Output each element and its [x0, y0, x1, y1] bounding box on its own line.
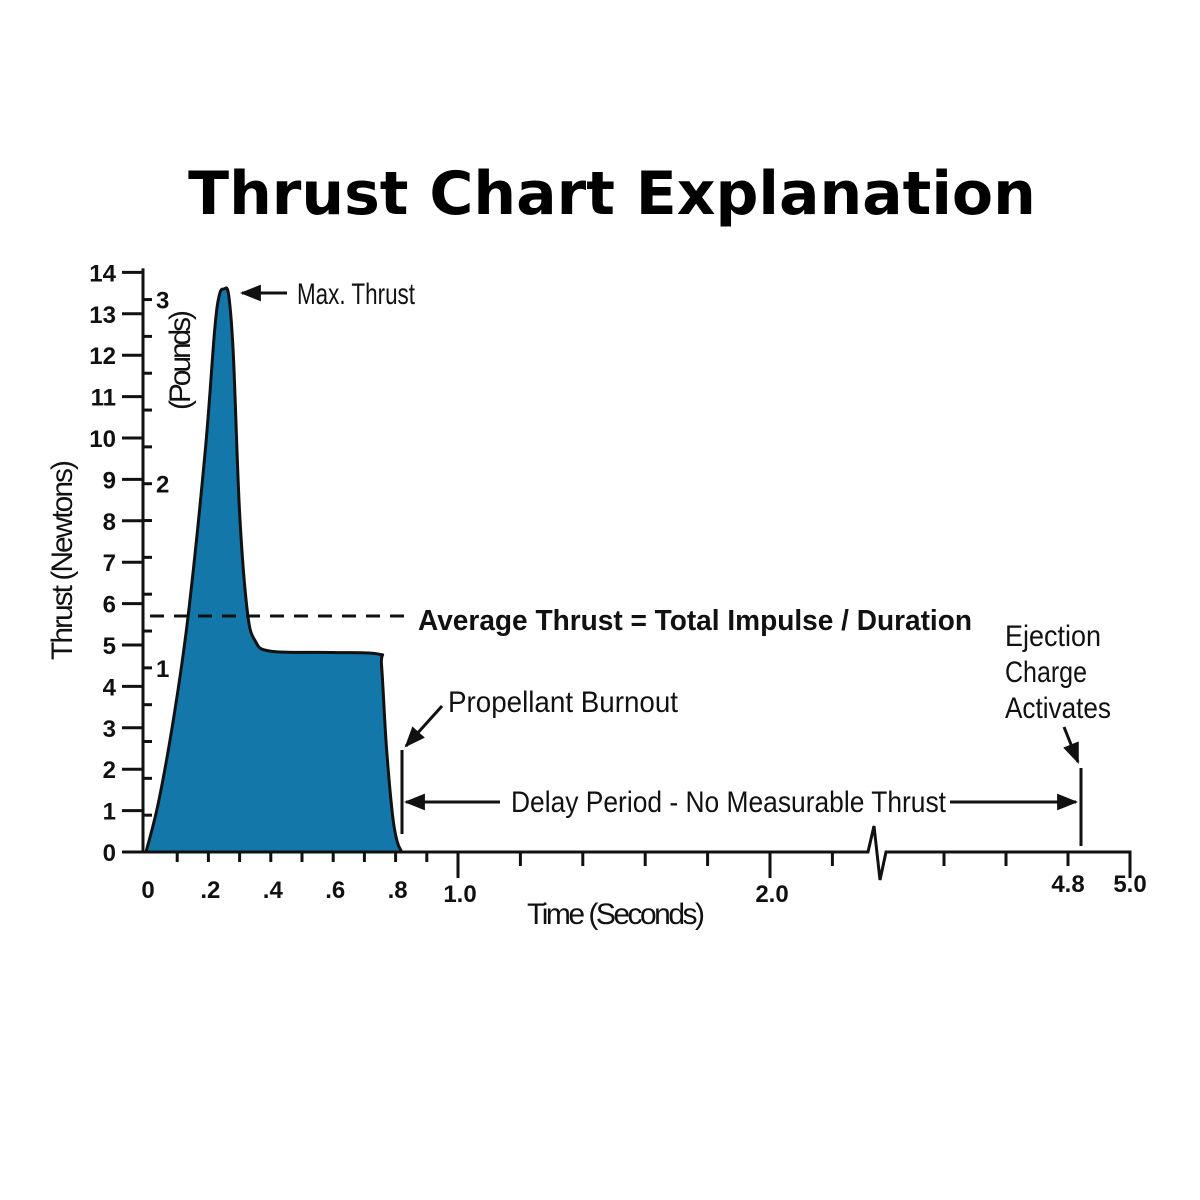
chart-title: Thrust Chart Explanation: [188, 159, 1036, 229]
burnout-label: Propellant Burnout: [448, 686, 679, 719]
y-axis-label: Thrust (Newtons): [46, 460, 79, 660]
x-tick-label: .4: [263, 877, 284, 904]
x-tick-label: 0: [141, 877, 154, 904]
ejection-label-line3: Activates: [1005, 692, 1111, 725]
y-tick-label: 6: [103, 592, 116, 619]
y-tick-label: 13: [89, 302, 116, 329]
y-tick-label: 14: [89, 260, 116, 287]
burnout-arrow: [404, 704, 444, 748]
y-tick-label: 7: [103, 550, 116, 577]
y2-tick-label: 1: [156, 656, 169, 683]
x-axis-label: Time (Seconds): [527, 898, 705, 931]
x-tick-label: 2.0: [755, 881, 788, 908]
thrust-area-layer: [144, 286, 404, 854]
max-thrust-label: Max. Thrust: [297, 278, 415, 311]
y-tick-label: 9: [103, 467, 116, 494]
y2-tick-label: 2: [156, 472, 169, 499]
ejection-arrow: [1062, 726, 1080, 764]
y2-tick-label: 3: [156, 288, 169, 315]
thrust-curve-area: [144, 286, 404, 854]
delay-label: Delay Period - No Measurable Thrust: [511, 786, 947, 819]
x-tick-label: 5.0: [1113, 871, 1146, 898]
y-tick-label: 10: [89, 426, 116, 453]
y-tick-label: 8: [103, 509, 116, 536]
average-thrust-label: Average Thrust = Total Impulse / Duratio…: [418, 605, 972, 637]
y-tick-label: 11: [91, 385, 116, 412]
y-tick-label: 2: [103, 757, 116, 784]
y-tick-label: 12: [89, 343, 116, 370]
x-tick-label: .6: [325, 877, 345, 904]
y2-axis-label: (Pounds): [164, 310, 197, 410]
y-tick-label: 5: [103, 633, 116, 660]
y-tick-label: 1: [103, 799, 116, 826]
x-tick-label: 4.8: [1051, 871, 1084, 898]
y-tick-label: 4: [103, 674, 117, 701]
y-tick-label: 3: [103, 716, 116, 743]
x-tick-label: 1.0: [443, 881, 476, 908]
x-tick-label: .8: [388, 877, 408, 904]
ejection-label-line2: Charge: [1005, 656, 1087, 689]
y-tick-label: 0: [103, 840, 116, 867]
x-tick-label: .2: [200, 877, 220, 904]
ejection-label-line1: Ejection: [1005, 620, 1101, 653]
